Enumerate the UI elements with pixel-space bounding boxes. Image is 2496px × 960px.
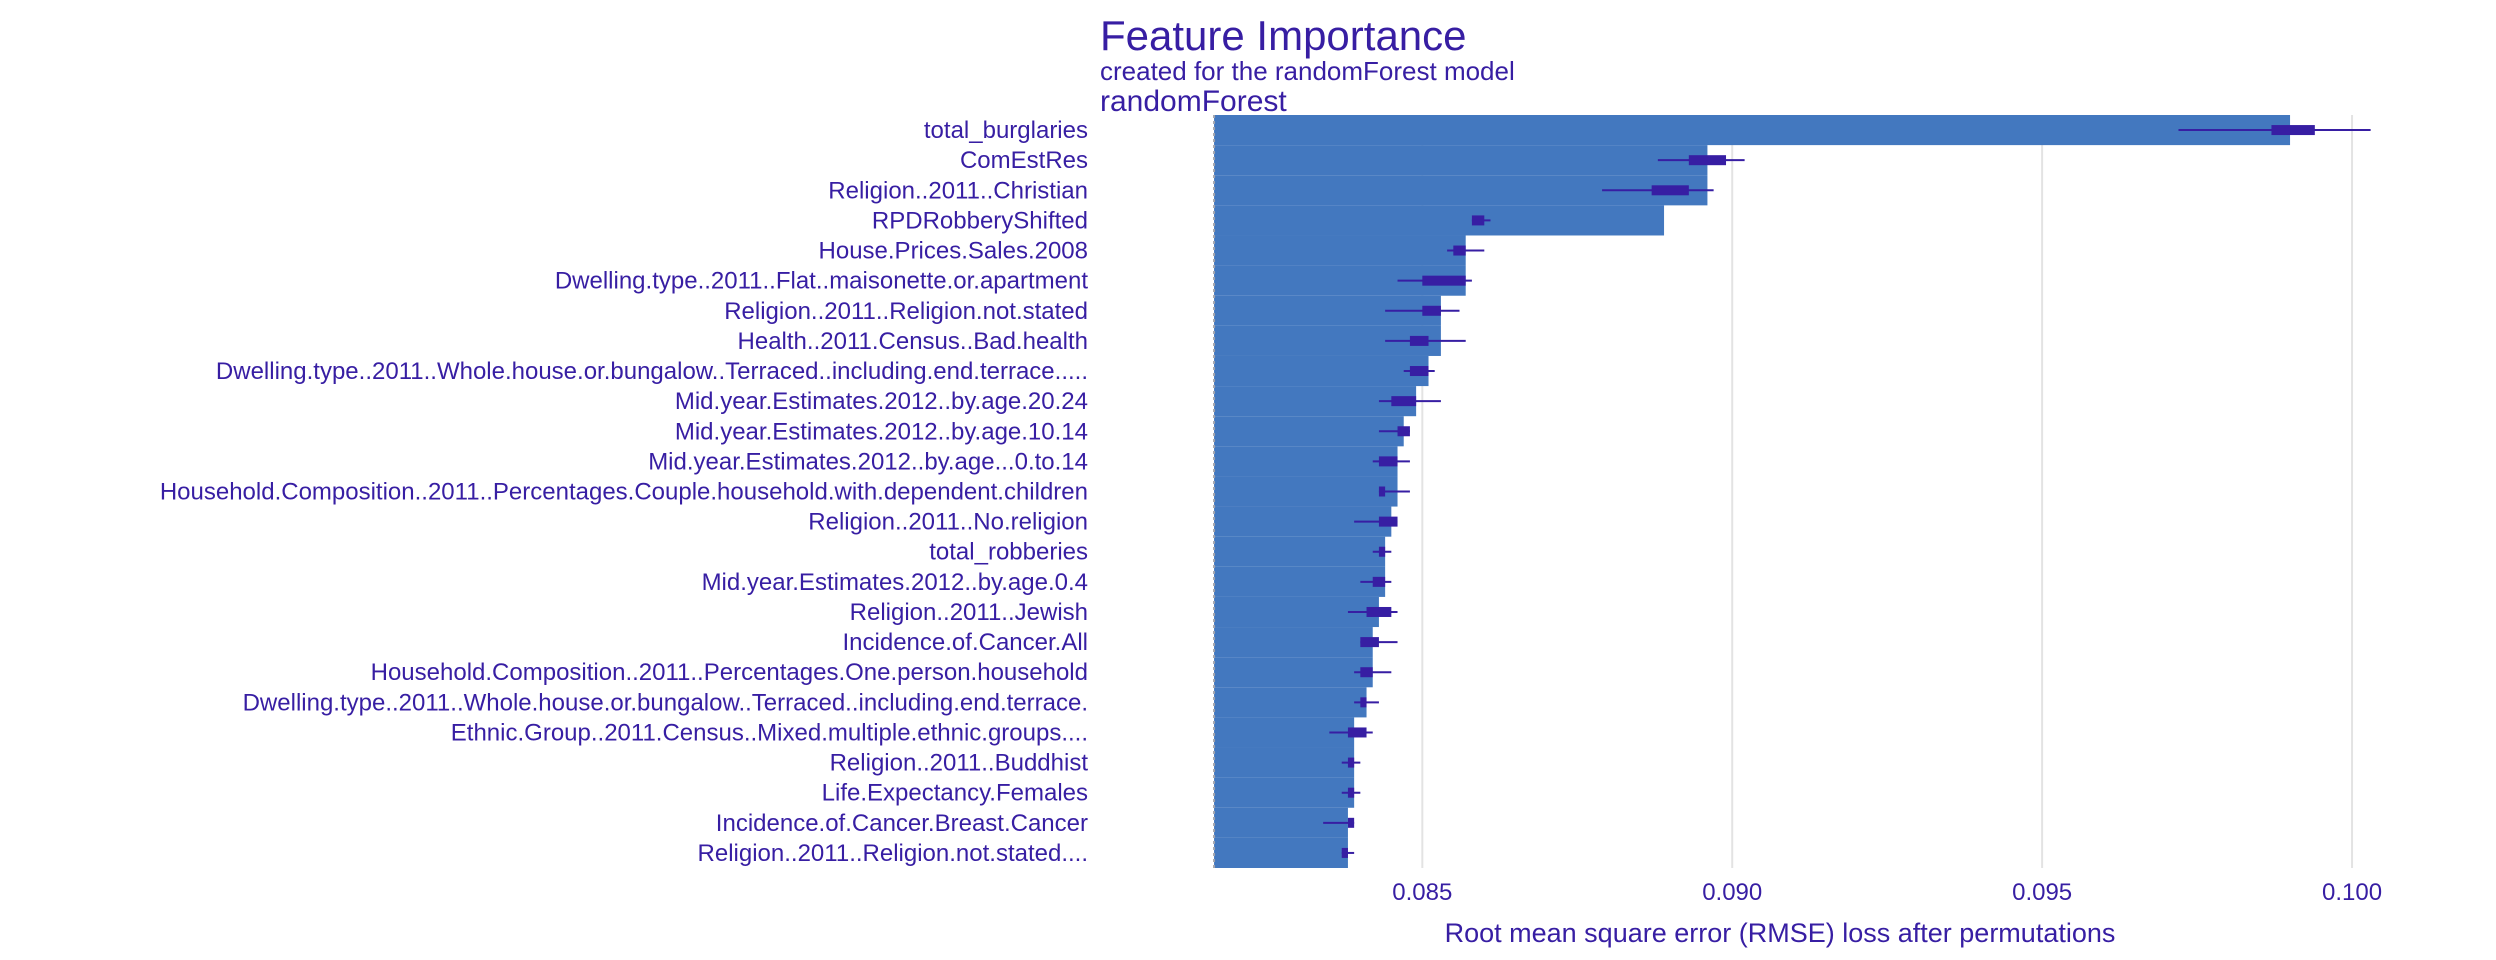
y-axis-label: Household.Composition..2011..Percentages… [371, 659, 1088, 686]
y-axis-label: Religion..2011..Religion.not.stated.... [698, 840, 1088, 867]
bar [1214, 747, 1355, 778]
bar [1214, 687, 1367, 718]
boxplot-box [1378, 546, 1386, 557]
boxplot-box [1409, 366, 1429, 377]
y-axis-label: Mid.year.Estimates.2012..by.age.20.24 [675, 388, 1088, 415]
y-axis-label: House.Prices.Sales.2008 [819, 238, 1088, 265]
boxplot-box [2271, 125, 2315, 136]
y-axis-label: Religion..2011..No.religion [808, 509, 1088, 536]
bar [1214, 837, 1348, 868]
x-axis-ticks: 0.085 0.090 0.095 0.100 [1392, 879, 2382, 906]
bar [1214, 416, 1404, 447]
y-axis-label: Ethnic.Group..2011.Census..Mixed.multipl… [451, 719, 1088, 746]
y-axis-label: Religion..2011..Buddhist [830, 750, 1089, 777]
y-axis-label: Dwelling.type..2011..Flat..maisonette.or… [555, 268, 1089, 295]
boxplot-box [1360, 667, 1373, 678]
bar [1214, 536, 1386, 567]
boxplot-box [1378, 456, 1398, 467]
boxplot-box [1378, 516, 1398, 527]
chart-subtitle: created for the randomForest model [1100, 56, 1515, 86]
bar [1214, 355, 1429, 387]
boxplot-box [1422, 305, 1441, 316]
boxplot-box [1347, 787, 1355, 798]
bar [1214, 566, 1386, 597]
bars-group [1214, 115, 2291, 868]
boxplot-box [1422, 275, 1466, 286]
y-axis-label: Religion..2011..Christian [828, 177, 1088, 204]
y-axis-label: total_robberies [929, 539, 1088, 566]
y-axis-label: total_burglaries [924, 117, 1088, 144]
panel-label: randomForest [1100, 85, 1287, 118]
x-tick-label: 0.085 [1392, 879, 1452, 906]
boxplots-group [1323, 125, 2371, 858]
y-axis-label: RPDRobberyShifted [872, 207, 1088, 234]
y-axis-label: Household.Composition..2011..Percentages… [160, 479, 1088, 506]
x-tick-label: 0.090 [1702, 879, 1762, 906]
y-axis-label: Dwelling.type..2011..Whole.house.or.bung… [243, 689, 1088, 716]
boxplot-box [1360, 637, 1379, 648]
y-axis-labels: total_burglaries ComEstRes Religion..2011.… [160, 117, 1089, 867]
y-axis-label: Incidence.of.Cancer.Breast.Cancer [716, 810, 1088, 837]
x-tick-label: 0.100 [2322, 879, 2382, 906]
bar [1214, 115, 2291, 146]
y-axis-label: Religion..2011..Jewish [850, 599, 1088, 626]
boxplot-box [1366, 606, 1392, 617]
y-axis-label: ComEstRes [960, 147, 1088, 174]
bar [1214, 476, 1398, 507]
grid-lines [1421, 115, 2354, 868]
boxplot-box [1651, 185, 1689, 196]
y-axis-label: Dwelling.type..2011..Whole.house.or.bung… [216, 358, 1088, 385]
x-axis-label: Root mean square error (RMSE) loss after… [1445, 918, 2116, 948]
bar [1214, 657, 1373, 688]
boxplot-box [1688, 155, 1727, 166]
boxplot-box [1471, 215, 1485, 226]
bar [1214, 145, 1708, 176]
y-axis-label: Health..2011.Census..Bad.health [738, 328, 1088, 355]
y-axis-label: Mid.year.Estimates.2012..by.age.0.4 [702, 569, 1088, 596]
boxplot-box [1347, 817, 1355, 828]
boxplot-box [1409, 335, 1429, 346]
y-axis-label: Life.Expectancy.Females [822, 780, 1088, 807]
bar [1214, 205, 1665, 236]
boxplot-box [1453, 245, 1466, 256]
chart-title: Feature Importance [1100, 12, 1467, 59]
bar [1214, 446, 1398, 477]
boxplot-box [1341, 847, 1348, 858]
y-axis-label: Mid.year.Estimates.2012..by.age...0.to.1… [648, 448, 1088, 475]
boxplot-box [1347, 727, 1367, 738]
bar [1214, 777, 1355, 808]
boxplot-box [1347, 757, 1355, 768]
bar [1214, 627, 1373, 658]
boxplot-box [1372, 576, 1386, 587]
boxplot-box [1397, 426, 1410, 437]
boxplot-box [1391, 396, 1417, 407]
bar [1214, 235, 1466, 266]
y-axis-label: Incidence.of.Cancer.All [843, 629, 1088, 656]
boxplot-box [1378, 486, 1386, 497]
boxplot-box [1360, 697, 1367, 708]
y-axis-label: Religion..2011..Religion.not.stated [724, 298, 1088, 325]
y-axis-label: Mid.year.Estimates.2012..by.age.10.14 [675, 418, 1088, 445]
x-tick-label: 0.095 [2012, 879, 2072, 906]
